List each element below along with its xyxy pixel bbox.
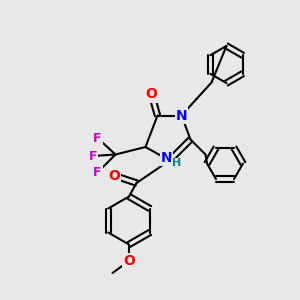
Text: N: N	[161, 151, 172, 165]
Text: F: F	[89, 149, 97, 163]
Text: N: N	[176, 109, 187, 122]
Text: O: O	[123, 254, 135, 268]
Text: F: F	[93, 166, 102, 179]
Text: O: O	[146, 88, 158, 101]
Text: O: O	[108, 169, 120, 182]
Text: F: F	[93, 131, 102, 145]
Text: H: H	[172, 158, 182, 169]
